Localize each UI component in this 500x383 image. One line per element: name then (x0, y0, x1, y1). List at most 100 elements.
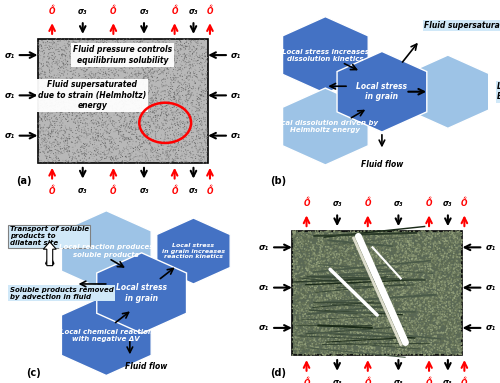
Point (448, 284, 456, 290)
Point (388, 234, 396, 241)
Point (69, 144, 77, 151)
Point (292, 250, 300, 256)
Point (46, 118, 54, 124)
Point (446, 279, 454, 285)
Point (158, 149, 166, 155)
Point (381, 321, 389, 327)
Point (132, 135, 140, 141)
Point (195, 126, 203, 132)
Point (86, 92, 94, 98)
Point (148, 83, 156, 90)
Point (94, 83, 102, 90)
Point (102, 143, 110, 149)
Point (169, 59, 177, 65)
Point (42, 93, 50, 100)
Point (356, 267, 364, 273)
Point (126, 110, 134, 116)
Point (296, 346, 304, 352)
Point (310, 232, 318, 238)
Point (410, 339, 418, 345)
Point (126, 118, 134, 124)
Point (359, 255, 367, 261)
Point (385, 268, 393, 275)
Point (112, 110, 120, 116)
Point (52, 159, 60, 165)
Point (178, 159, 186, 165)
Point (98, 36, 106, 43)
Point (295, 290, 303, 296)
Point (410, 297, 418, 303)
Point (184, 91, 192, 97)
Point (294, 261, 302, 267)
Point (94, 98, 102, 105)
Point (401, 290, 409, 296)
Point (366, 239, 374, 245)
Point (82, 157, 90, 163)
Point (152, 39, 160, 46)
Point (350, 228, 358, 234)
Point (192, 118, 200, 124)
Point (155, 143, 163, 149)
Point (160, 69, 168, 75)
Point (380, 309, 388, 315)
Point (367, 232, 375, 239)
Point (65, 134, 73, 140)
Point (156, 159, 164, 165)
Point (116, 135, 124, 141)
Point (394, 277, 402, 283)
Point (452, 272, 460, 278)
Point (329, 309, 337, 315)
Point (318, 350, 326, 356)
Point (80, 67, 88, 74)
Point (392, 325, 400, 331)
Point (146, 62, 154, 68)
Point (432, 326, 440, 332)
Point (350, 291, 358, 298)
Point (435, 320, 443, 326)
Point (396, 308, 404, 314)
Point (306, 293, 314, 299)
Point (310, 332, 318, 339)
Point (438, 286, 446, 292)
Point (104, 85, 112, 92)
Point (172, 133, 180, 139)
Point (410, 261, 418, 267)
Point (404, 264, 411, 270)
Point (36, 80, 44, 87)
Point (410, 289, 418, 295)
Point (404, 321, 412, 327)
Point (38, 159, 46, 165)
Point (53, 109, 61, 115)
Point (380, 244, 388, 250)
Point (350, 312, 358, 318)
Point (84, 131, 92, 137)
Point (442, 292, 450, 298)
Point (74, 57, 82, 63)
Point (294, 252, 302, 259)
Point (439, 278, 447, 284)
Point (136, 87, 143, 93)
Point (385, 270, 393, 276)
Point (66, 61, 74, 67)
Point (196, 92, 203, 98)
Point (386, 322, 394, 328)
Point (384, 349, 392, 355)
Point (320, 254, 328, 260)
Point (337, 236, 345, 242)
Point (146, 64, 154, 70)
Point (54, 151, 62, 157)
Point (82, 107, 90, 113)
Point (318, 249, 326, 255)
Point (424, 331, 432, 337)
Point (54, 94, 62, 100)
Point (62, 125, 70, 131)
Point (298, 344, 306, 350)
Point (345, 351, 353, 357)
Point (358, 294, 366, 300)
Point (132, 91, 140, 97)
Point (52, 150, 60, 156)
Point (136, 57, 143, 64)
Point (386, 264, 394, 270)
Point (371, 338, 379, 344)
Point (146, 123, 154, 129)
